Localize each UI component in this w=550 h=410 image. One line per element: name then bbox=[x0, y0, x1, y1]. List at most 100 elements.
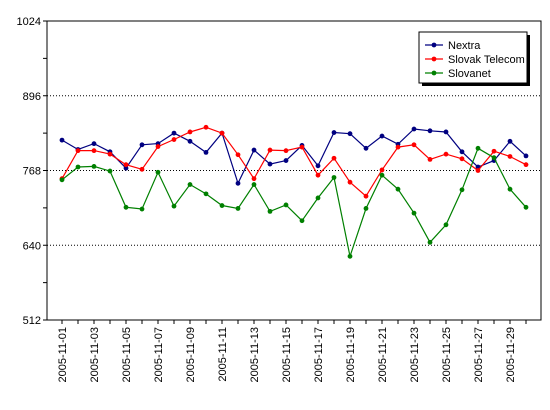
data-point-slovak-telecom bbox=[155, 144, 161, 149]
data-point-nextra bbox=[267, 161, 273, 167]
legend-label-slovanet: Slovanet bbox=[448, 68, 491, 80]
data-point-nextra bbox=[123, 165, 129, 171]
data-point-slovanet bbox=[235, 206, 241, 211]
x-tick-label: 2005-11-19 bbox=[345, 327, 357, 382]
data-point-slovanet bbox=[283, 202, 289, 208]
x-tick-label: 2005-11-01 bbox=[57, 327, 69, 382]
data-point-nextra bbox=[347, 131, 353, 137]
data-point-nextra bbox=[203, 149, 209, 155]
data-point-slovanet bbox=[315, 195, 321, 201]
data-point-slovak-telecom bbox=[491, 148, 497, 154]
x-tick-label: 2005-11-13 bbox=[249, 327, 261, 382]
x-tick-label: 2005-11-27 bbox=[473, 327, 485, 382]
x-tick-label: 2005-11-05 bbox=[121, 327, 133, 382]
x-tick-label: 2005-11-21 bbox=[377, 327, 389, 382]
x-tick-label: 2005-11-03 bbox=[89, 327, 101, 382]
data-point-slovak-telecom bbox=[427, 157, 433, 162]
data-point-slovak-telecom bbox=[475, 168, 481, 173]
data-point-slovak-telecom bbox=[187, 129, 193, 135]
data-point-slovak-telecom bbox=[203, 124, 209, 130]
data-point-slovak-telecom bbox=[123, 162, 129, 168]
data-point-nextra bbox=[331, 130, 337, 135]
data-point-slovanet bbox=[475, 145, 481, 151]
data-point-slovanet bbox=[203, 191, 209, 197]
data-point-slovanet bbox=[91, 164, 97, 169]
data-point-slovak-telecom bbox=[379, 167, 385, 173]
data-point-slovak-telecom bbox=[107, 151, 113, 157]
data-point-slovanet bbox=[347, 253, 353, 259]
data-point-slovanet bbox=[107, 168, 113, 174]
data-point-slovak-telecom bbox=[507, 154, 513, 159]
data-point-slovanet bbox=[139, 206, 145, 212]
data-point-slovak-telecom bbox=[283, 148, 289, 154]
x-axis: 2005-11-01 2005-11-03 2005-11-05 2005-11-07… bbox=[57, 320, 527, 382]
data-point-nextra bbox=[507, 138, 513, 144]
y-axis: 512 640 768 896 1024 bbox=[17, 16, 47, 327]
legend-marker-slovak-telecom bbox=[431, 56, 437, 62]
x-tick-label: 2005-11-17 bbox=[313, 327, 325, 382]
legend-marker-nextra bbox=[431, 42, 437, 48]
data-point-slovanet bbox=[427, 239, 433, 245]
data-point-slovak-telecom bbox=[251, 176, 257, 182]
data-point-slovak-telecom bbox=[347, 179, 353, 185]
data-point-nextra bbox=[59, 137, 65, 143]
data-point-slovanet bbox=[267, 208, 273, 214]
legend-marker-slovanet bbox=[431, 70, 437, 76]
data-point-slovak-telecom bbox=[395, 144, 401, 150]
data-point-slovanet bbox=[363, 206, 369, 211]
data-point-nextra bbox=[427, 128, 433, 134]
y-tick-label: 1024 bbox=[17, 16, 41, 28]
data-point-nextra bbox=[315, 163, 321, 169]
data-point-slovak-telecom bbox=[91, 148, 97, 154]
data-point-slovak-telecom bbox=[315, 172, 321, 178]
data-point-nextra bbox=[171, 130, 177, 136]
data-point-nextra bbox=[459, 149, 465, 155]
data-point-slovak-telecom bbox=[443, 151, 449, 157]
x-tick-label: 2005-11-09 bbox=[185, 327, 197, 382]
data-point-slovanet bbox=[459, 187, 465, 193]
data-point-slovanet bbox=[523, 204, 529, 210]
y-tick-label: 512 bbox=[23, 315, 41, 327]
x-tick-label: 2005-11-11 bbox=[217, 327, 229, 382]
data-point-slovanet bbox=[59, 177, 65, 183]
data-point-nextra bbox=[443, 129, 449, 135]
x-tick-label: 2005-11-23 bbox=[409, 327, 421, 382]
data-point-slovak-telecom bbox=[267, 147, 273, 153]
data-point-slovanet bbox=[507, 186, 513, 192]
data-point-nextra bbox=[251, 147, 257, 153]
data-point-slovanet bbox=[411, 210, 417, 216]
data-point-slovak-telecom bbox=[139, 166, 145, 172]
x-tick-label: 2005-11-29 bbox=[505, 327, 517, 382]
series-nextra bbox=[59, 126, 529, 186]
grid-lines bbox=[47, 95, 541, 246]
data-point-slovak-telecom bbox=[219, 130, 225, 136]
data-point-nextra bbox=[363, 145, 369, 151]
data-point-slovak-telecom bbox=[523, 162, 529, 168]
x-tick-label: 2005-11-07 bbox=[153, 327, 165, 382]
series-group bbox=[59, 124, 529, 259]
data-point-slovak-telecom bbox=[235, 152, 241, 158]
x-tick-label: 2005-11-15 bbox=[281, 327, 293, 382]
data-point-slovanet bbox=[299, 218, 305, 224]
data-point-slovanet bbox=[491, 155, 497, 161]
data-point-slovanet bbox=[75, 164, 81, 170]
data-point-slovanet bbox=[187, 182, 193, 187]
data-point-slovak-telecom bbox=[411, 142, 417, 148]
series-line-nextra bbox=[61, 128, 527, 185]
data-point-slovanet bbox=[171, 203, 177, 209]
data-point-nextra bbox=[523, 153, 529, 159]
x-tick-label: 2005-11-25 bbox=[441, 327, 453, 382]
data-point-slovanet bbox=[379, 172, 385, 178]
data-point-slovak-telecom bbox=[459, 156, 465, 162]
data-point-nextra bbox=[411, 126, 417, 132]
data-point-nextra bbox=[283, 158, 289, 163]
legend-label-nextra: Nextra bbox=[448, 40, 481, 52]
data-point-nextra bbox=[235, 180, 241, 186]
data-point-slovak-telecom bbox=[299, 144, 305, 150]
data-point-slovanet bbox=[155, 169, 161, 175]
data-point-slovanet bbox=[395, 186, 401, 192]
data-point-slovanet bbox=[443, 222, 449, 228]
data-point-nextra bbox=[187, 138, 193, 144]
